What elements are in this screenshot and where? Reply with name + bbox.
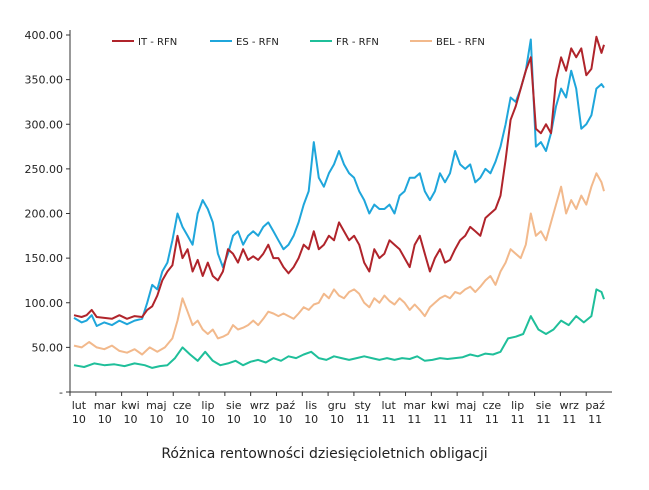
line-chart: - 50.00 100.00 150.00 200.00 250.00 300.00 350.… [25, 29, 612, 426]
x-tick-label-year: 11 [511, 413, 525, 426]
x-tick-label-month: lut [381, 399, 396, 412]
series-line-it-rfn [73, 35, 605, 320]
x-tick-label-year: 10 [253, 413, 267, 426]
legend: IT - RFN ES - RFN FR - RFN BEL - RFN [112, 37, 485, 48]
x-tick-label-year: 11 [382, 413, 396, 426]
x-tick-label-year: 11 [588, 413, 602, 426]
x-tick-label-year: 10 [98, 413, 112, 426]
x-tick-label-month: gru [328, 399, 346, 412]
x-tick-label-year: 10 [201, 413, 215, 426]
x-tick-label-month: maj [146, 399, 167, 412]
x-tick-label-month: lut [72, 399, 87, 412]
x-tick-label-year: 11 [485, 413, 499, 426]
y-tick-label: 100.00 [25, 297, 64, 310]
x-tick-label-month: mar [403, 399, 425, 412]
x-tick-label-month: paź [276, 399, 296, 412]
legend-label: ES - RFN [236, 37, 279, 48]
x-tick-label-year: 10 [124, 413, 138, 426]
x-tick-label-year: 10 [278, 413, 292, 426]
x-tick-label-year: 11 [459, 413, 473, 426]
series-line-es-rfn [73, 38, 605, 327]
x-tick-label-month: lis [305, 399, 317, 412]
x-tick-label-month: cze [483, 399, 502, 412]
y-tick-label: 300.00 [25, 118, 64, 131]
series-line-bel-rfn [73, 172, 605, 356]
x-tick-label-month: paź [585, 399, 605, 412]
x-tick-label-month: kwi [121, 399, 139, 412]
legend-label: BEL - RFN [436, 37, 485, 48]
x-tick-label-month: sty [355, 399, 372, 412]
x-tick-label-year: 11 [356, 413, 370, 426]
y-tick-label: 400.00 [25, 29, 64, 42]
series-line-fr-rfn [73, 288, 605, 369]
x-tick-label-year: 10 [227, 413, 241, 426]
y-tick-label: 200.00 [25, 208, 64, 221]
y-tick-label: 50.00 [32, 341, 64, 354]
x-tick-label-year: 10 [149, 413, 163, 426]
x-tick-label-year: 10 [330, 413, 344, 426]
x-tick-label-year: 11 [433, 413, 447, 426]
x-tick-label-month: lip [511, 399, 524, 412]
x-tick-label-month: lip [201, 399, 214, 412]
legend-label: FR - RFN [336, 37, 379, 48]
x-tick-label-month: cze [173, 399, 192, 412]
x-tick-label-month: wrz [250, 399, 270, 412]
legend-label: IT - RFN [138, 37, 177, 48]
y-tick-label: 150.00 [25, 252, 64, 265]
x-tick-label-year: 10 [72, 413, 86, 426]
x-tick-label-year: 11 [562, 413, 576, 426]
y-tick-label: - [59, 386, 63, 399]
y-axis-ticks: - 50.00 100.00 150.00 200.00 250.00 300.00 350.… [25, 29, 70, 399]
x-tick-label-month: sie [536, 399, 552, 412]
chart-caption: Różnica rentowności dziesięcioletnich ob… [161, 446, 488, 462]
y-tick-label: 250.00 [25, 163, 64, 176]
x-tick-label-year: 10 [175, 413, 189, 426]
x-tick-label-year: 10 [304, 413, 318, 426]
x-tick-label-month: maj [456, 399, 477, 412]
x-tick-label-month: kwi [431, 399, 449, 412]
series-lines [73, 35, 605, 369]
x-tick-label-month: mar [94, 399, 116, 412]
x-tick-label-month: wrz [560, 399, 580, 412]
x-tick-label-year: 11 [407, 413, 421, 426]
x-axis-ticks: lut10mar10kwi10maj10cze10lip10sie10wrz10… [69, 392, 605, 426]
x-tick-label-year: 11 [536, 413, 550, 426]
x-tick-label-month: sie [226, 399, 242, 412]
y-tick-label: 350.00 [25, 74, 64, 87]
